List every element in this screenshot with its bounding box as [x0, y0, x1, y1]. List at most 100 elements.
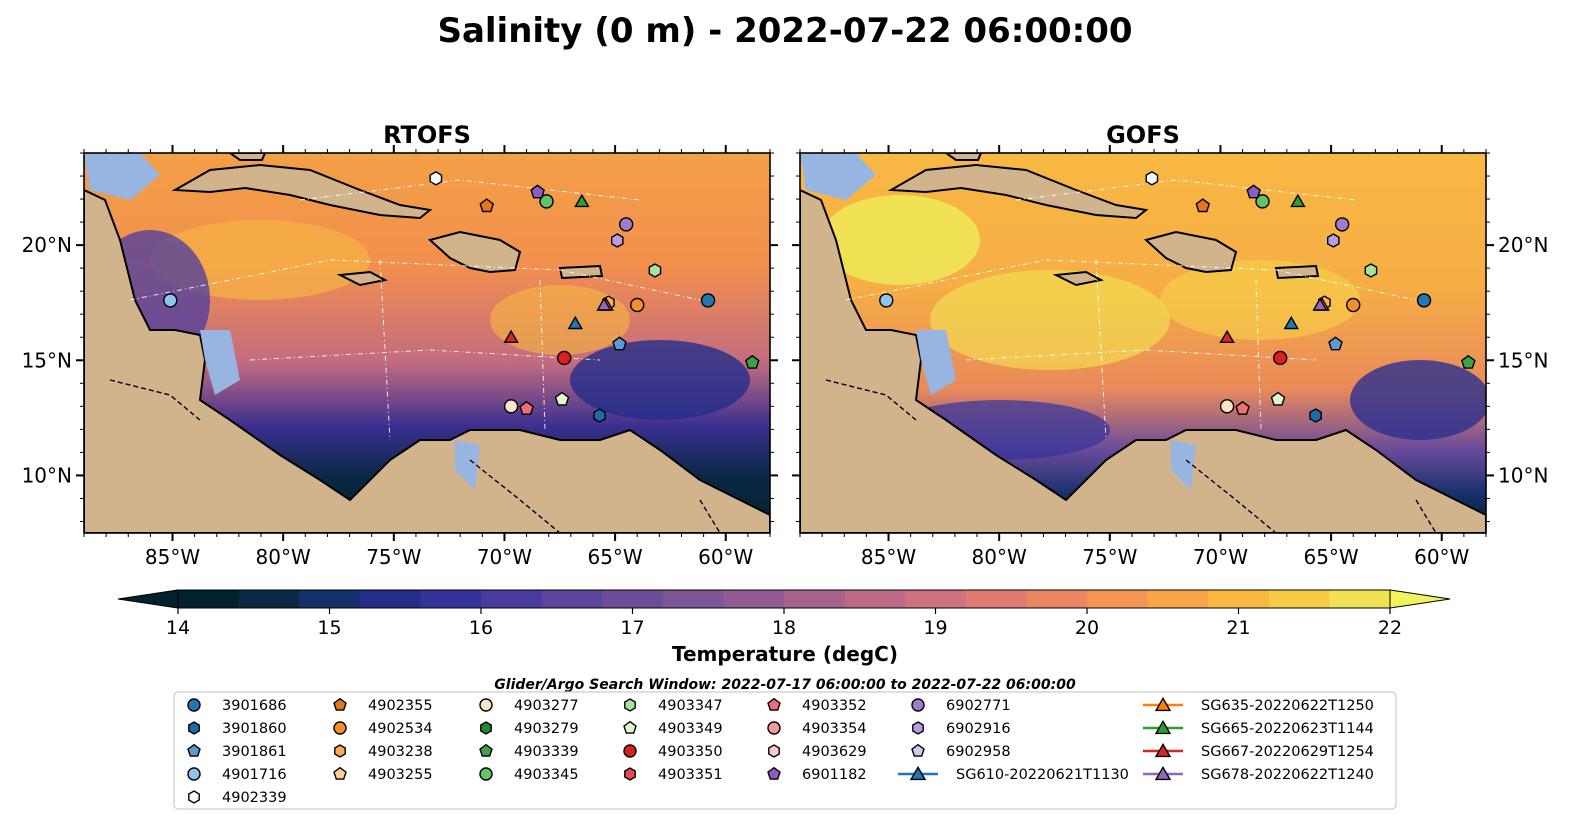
x-tick-label: 85°W [861, 545, 916, 569]
colorbar-segment [662, 590, 724, 608]
legend-marker-6902771 [911, 698, 925, 712]
warm-patch [820, 195, 980, 285]
eez-boundaries [129, 179, 701, 441]
search-window-text: Glider/Argo Search Window: 2022-07-17 06… [494, 677, 1076, 693]
legend-label: 4903279 [514, 721, 579, 737]
x-tick-label: 85°W [145, 545, 200, 569]
legend-label: SG610-20220621T1130 [956, 767, 1129, 783]
legend-marker-6902916 [912, 721, 924, 735]
x-tick-label: 70°W [1193, 545, 1248, 569]
x-tick-label: 65°W [587, 545, 642, 569]
legend-label: 4903349 [658, 721, 723, 737]
border-line [699, 499, 721, 533]
platform-marker-6902771 [1334, 217, 1350, 232]
florida-tip [228, 153, 267, 161]
colorbar-segment [905, 590, 967, 608]
legend-marker-4903238 [334, 744, 346, 758]
platform-marker-4903352 [519, 400, 534, 415]
platform-marker-4903349 [554, 391, 570, 406]
platform-marker-3901861 [612, 336, 627, 351]
x-tick-label: 65°W [1303, 545, 1358, 569]
colorbar-tick-label: 16 [469, 617, 493, 639]
colorbar-segment [1208, 590, 1270, 608]
warm-patch [490, 285, 630, 355]
shelf-areas [800, 153, 1196, 490]
platform-marker-4901716 [879, 293, 894, 308]
colorbar-tick-label: 18 [772, 617, 796, 639]
legend-label: 6902958 [946, 744, 1011, 760]
legend-label: 4902534 [368, 721, 433, 737]
legend-marker-3901860 [188, 721, 200, 735]
hispaniola [1143, 230, 1238, 274]
legend-label: 4903255 [368, 767, 433, 783]
legend-marker-SG678-20220622T1240 [1154, 766, 1172, 781]
legend-marker-4903279 [480, 721, 492, 735]
y-tick-label: 10°N [22, 463, 72, 487]
platform-marker-4903350 [1272, 350, 1288, 366]
land-masses [84, 153, 770, 533]
legend-marker-4903277 [479, 698, 493, 712]
legend-label: 4903339 [514, 744, 579, 760]
panel-title-gofs: GOFS [1106, 121, 1180, 149]
legend-label: 4902339 [222, 790, 287, 806]
cuba [171, 163, 433, 220]
boundary-line [129, 259, 701, 301]
legend-marker-4903347 [624, 698, 636, 712]
venezuela-shelf [1171, 440, 1196, 490]
border-line [1185, 459, 1277, 533]
platform-marker-SG678-20220622T1240 [596, 297, 612, 311]
legend-label: 4901716 [222, 767, 287, 783]
legend-label: 4903345 [514, 767, 579, 783]
platform-marker-4902339 [1145, 170, 1159, 186]
legend-marker-SG667-20220629T1254 [1154, 743, 1172, 758]
legend-marker-4901716 [187, 767, 201, 781]
legend-label: 4903347 [658, 698, 723, 714]
colorbar-segment [238, 590, 300, 608]
platform-marker-4903345 [1255, 194, 1270, 209]
puerto-rico [1274, 264, 1320, 280]
cuba [887, 163, 1149, 220]
border-line [109, 379, 201, 421]
border-line [825, 379, 917, 421]
y-tick-label: 20°N [1498, 233, 1548, 257]
platform-marker-SG678-20220622T1240 [1312, 297, 1328, 311]
colorbar-segment [1147, 590, 1209, 608]
colorbar-segment [178, 590, 240, 608]
legend-marker-4903629 [768, 744, 780, 758]
florida-tip [944, 153, 983, 161]
colorbar-extend-max [1389, 589, 1451, 609]
legend-label: 3901860 [222, 721, 287, 737]
legend-label: SG678-20220622T1240 [1201, 767, 1374, 783]
colorbar-tick-label: 14 [166, 617, 190, 639]
boundary-line [845, 259, 1417, 301]
colorbar-segment [359, 590, 421, 608]
legend-marker-4903350 [623, 744, 637, 758]
figure-title: Salinity (0 m) - 2022-07-22 06:00:00 [437, 11, 1132, 51]
platform-marker-3901860 [593, 408, 606, 423]
legend-label: 4903352 [802, 698, 867, 714]
colorbar-label: Temperature (degC) [672, 642, 898, 666]
legend-marker-4903352 [767, 697, 781, 711]
colorbar-segment [844, 590, 906, 608]
platform-marker-4903277 [503, 399, 519, 414]
legend-marker-SG635-20220622T1250 [1154, 697, 1172, 712]
x-tick-label: 60°W [1414, 545, 1469, 569]
boundary-line [539, 279, 546, 431]
colorbar-segment [299, 590, 361, 608]
hispaniola [427, 230, 522, 274]
yucatan-shelf [200, 330, 240, 395]
map-panel-gofs [800, 153, 1486, 533]
colorbar-segment [1268, 590, 1330, 608]
map-panel-rtofs [84, 153, 770, 533]
platform-marker-4903347 [648, 263, 662, 278]
platform-marker-4902534 [1346, 297, 1361, 313]
legend-label: 4903277 [514, 698, 579, 714]
legend-label: 6902771 [946, 698, 1011, 714]
eez-boundaries [845, 179, 1417, 441]
platform-marker-SG667-20220629T1254 [1219, 329, 1235, 343]
legend-label: 4903350 [658, 744, 723, 760]
colorbar-segment [784, 590, 846, 608]
colorbar-tick-label: 15 [317, 617, 341, 639]
platform-marker-4903350 [557, 350, 572, 366]
map-frame-gofs [799, 152, 1487, 534]
